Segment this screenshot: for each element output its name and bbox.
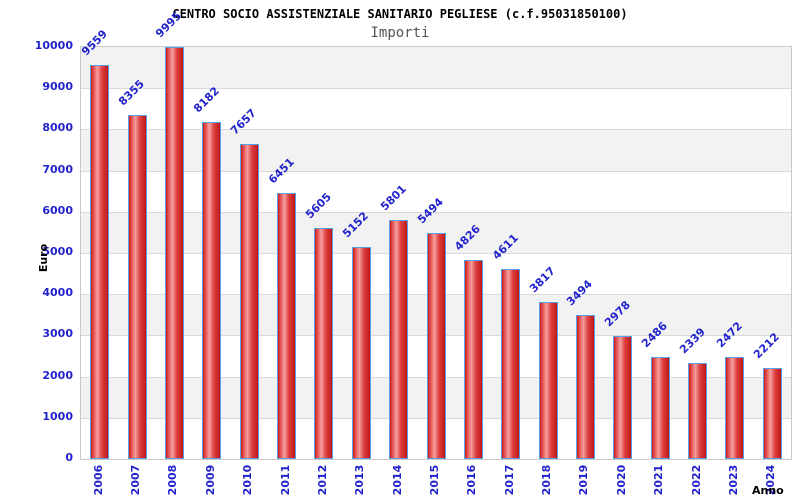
gridline: [81, 170, 791, 172]
y-axis-title: Euro: [37, 243, 50, 273]
x-tick-label-2016: 2016: [465, 464, 479, 496]
y-tick-label: 8000: [42, 121, 73, 135]
bar-2016: [463, 260, 483, 459]
x-tick-label-2021: 2021: [652, 464, 666, 496]
x-tick-label-2006: 2006: [91, 464, 105, 496]
bar-2006: [90, 65, 110, 459]
x-tick-label-2017: 2017: [502, 464, 516, 496]
x-tick-label-2018: 2018: [540, 464, 554, 496]
y-tick-label: 0: [65, 451, 73, 464]
bar-2015: [426, 232, 446, 459]
y-tick-label: 4000: [42, 286, 73, 300]
chart-subtitle: Importi: [370, 25, 430, 41]
x-tick-label-2010: 2010: [241, 464, 255, 496]
y-tick-label: 9000: [42, 80, 73, 94]
x-tick-label-2012: 2012: [315, 464, 329, 496]
x-tick-label-2013: 2013: [353, 464, 367, 496]
x-tick-label-2020: 2020: [614, 464, 628, 496]
plot-band: [81, 47, 791, 89]
bar-2013: [351, 246, 371, 459]
bar-2023: [725, 357, 745, 459]
y-tick-label: 5000: [42, 245, 73, 258]
y-tick-label: 3000: [42, 327, 73, 341]
x-tick-label-2009: 2009: [203, 464, 217, 496]
bar-2022: [688, 362, 708, 459]
bar-2010: [239, 143, 259, 459]
y-tick-label: 10000: [34, 39, 73, 52]
bar-2012: [314, 228, 334, 459]
plot-band: [81, 88, 791, 130]
gridline: [81, 129, 791, 131]
bar-2008: [164, 47, 184, 459]
x-tick-label-2011: 2011: [278, 464, 292, 496]
x-tick-label-2008: 2008: [166, 464, 180, 496]
x-tick-label-2007: 2007: [129, 464, 143, 496]
y-tick-label: 6000: [42, 203, 73, 217]
x-tick-label-2019: 2019: [577, 464, 591, 496]
y-tick-label: 2000: [42, 368, 73, 382]
plot-band: [81, 129, 791, 171]
chart-title: CENTRO SOCIO ASSISTENZIALE SANITARIO PEG…: [172, 7, 628, 21]
gridline: [81, 88, 791, 90]
x-tick-label-2014: 2014: [390, 464, 404, 496]
bar-2024: [762, 367, 782, 459]
plot-area: 9559 8355 9995 8182 7657 6451 5605 5152 5801 5494…: [79, 10, 792, 460]
bar-2019: [575, 315, 595, 459]
x-tick-label-2022: 2022: [689, 464, 703, 496]
bar-2009: [202, 121, 222, 459]
x-axis-title: Anno: [752, 484, 784, 497]
y-tick-label: 1000: [42, 409, 73, 423]
bar-2014: [389, 220, 409, 459]
x-tick-label-2023: 2023: [726, 464, 740, 496]
bar-2020: [613, 336, 633, 459]
bar-2021: [650, 356, 670, 459]
bar-2017: [501, 269, 521, 459]
bar-2007: [127, 114, 147, 459]
plot-band: [81, 170, 791, 212]
bar-2011: [277, 193, 297, 459]
bar-2018: [538, 301, 558, 459]
gridline: [81, 211, 791, 213]
x-tick-label-2015: 2015: [428, 464, 441, 496]
y-tick-label: 7000: [42, 162, 73, 176]
